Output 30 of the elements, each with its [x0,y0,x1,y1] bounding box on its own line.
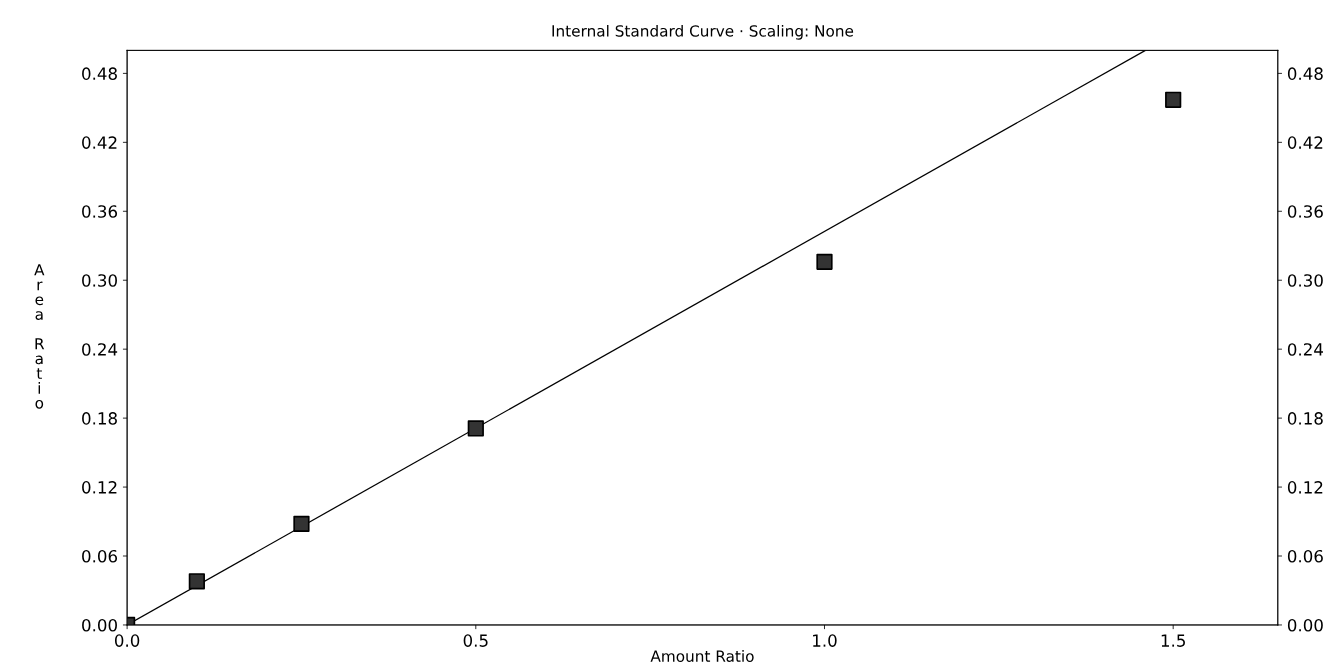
y-tick-label: 0.24 [82,343,118,356]
x-tick-label: 1.0 [813,634,837,647]
y-tick-label: 0.12 [82,481,117,494]
y-tick-label: 0.18 [82,412,117,425]
point [1165,91,1182,108]
x-tick-label: 0.0 [114,634,140,647]
y-tick-label: 0.48 [82,67,117,80]
y-tick-label: 0.42 [82,136,117,149]
x-tick-label: 1.5 [1161,634,1185,647]
y2-tick-label: 0.06 [1287,549,1323,563]
y-tick-label: 0.00 [82,618,117,632]
point [816,253,833,270]
y2-tick-label: 0.24 [1287,343,1323,356]
point [467,420,484,437]
y2-tick-label: 0.12 [1287,481,1323,494]
point [293,515,310,532]
y2-tick-label: 0.00 [1287,618,1323,632]
y2-tick-label: 0.42 [1287,136,1323,149]
y2-tick-label: 0.36 [1287,205,1323,218]
point [188,573,205,590]
y-tick-label: 0.36 [82,205,118,218]
y-tick-label: 0.30 [82,274,117,287]
text: Area Ratio [34,264,45,409]
x-axis-title: Amount Ratio [650,650,754,662]
x-tick-label: 0.5 [463,634,488,647]
y2-tick-label: 0.48 [1287,67,1323,80]
y-tick-label: 0.06 [82,549,118,563]
y2-tick-label: 0.30 [1287,274,1323,287]
y2-tick-label: 0.18 [1287,412,1323,425]
chart-title: Internal Standard Curve · Scaling: None [552,24,854,40]
